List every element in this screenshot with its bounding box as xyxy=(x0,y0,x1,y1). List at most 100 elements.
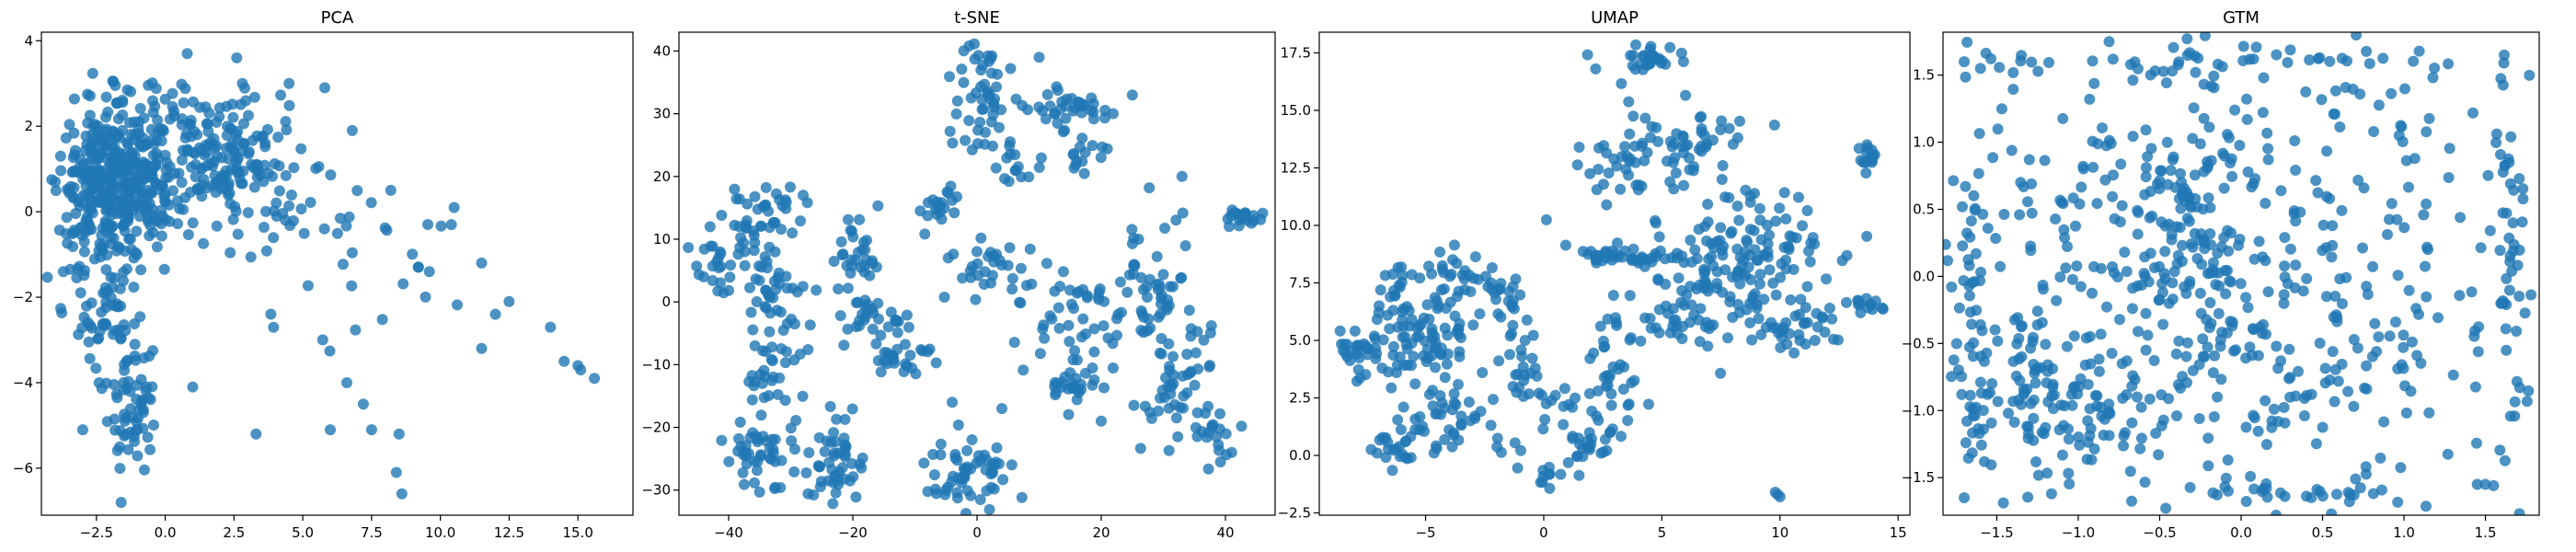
scatter-point xyxy=(1380,452,1392,464)
scatter-point xyxy=(2421,198,2432,210)
scatter-point xyxy=(1544,468,1556,480)
scatter-point xyxy=(2240,421,2252,433)
scatter-point xyxy=(1877,304,1889,315)
scatter-point xyxy=(302,280,314,292)
scatter-point xyxy=(119,415,131,427)
scatter-point xyxy=(918,457,930,469)
scatter-point xyxy=(2168,266,2180,278)
scatter-point xyxy=(1428,447,1440,459)
scatter-point xyxy=(1571,159,1583,171)
scatter-point xyxy=(1946,371,1958,383)
scatter-point xyxy=(1387,340,1399,352)
scatter-point xyxy=(2262,143,2274,155)
scatter-point xyxy=(1855,155,1867,167)
scatter-point xyxy=(970,293,982,305)
scatter-point xyxy=(2306,491,2317,503)
scatter-point xyxy=(2408,55,2420,67)
scatter-point xyxy=(811,284,822,296)
scatter-point xyxy=(420,291,431,303)
scatter-point xyxy=(1790,232,1802,244)
scatter-point xyxy=(2328,108,2340,120)
scatter-point xyxy=(1020,280,1032,292)
scatter-point xyxy=(1018,364,1029,376)
scatter-point xyxy=(1978,355,1990,367)
scatter-point xyxy=(1349,325,1361,337)
scatter-point xyxy=(57,266,69,278)
scatter-point xyxy=(2140,344,2152,356)
scatter-point xyxy=(1770,289,1782,301)
scatter-point xyxy=(1591,410,1603,422)
scatter-point xyxy=(846,403,858,415)
scatter-point xyxy=(2350,473,2362,485)
scatter-point xyxy=(2118,430,2130,442)
scatter-point xyxy=(75,287,86,299)
scatter-point xyxy=(1995,260,2007,272)
scatter-point xyxy=(2167,65,2179,77)
scatter-point xyxy=(2351,32,2363,40)
scatter-point xyxy=(1562,456,1574,468)
scatter-point xyxy=(1715,124,1727,135)
scatter-point xyxy=(2135,432,2147,444)
scatter-point xyxy=(2260,439,2272,451)
scatter-point xyxy=(787,282,799,294)
scatter-point xyxy=(397,278,409,290)
scatter-point xyxy=(1801,281,1813,293)
scatter-point xyxy=(1049,285,1061,297)
scatter-point xyxy=(272,132,284,144)
scatter-point xyxy=(1639,260,1650,272)
scatter-point xyxy=(2324,55,2336,67)
scatter-point xyxy=(985,277,996,289)
scatter-point xyxy=(2145,69,2156,81)
scatter-point xyxy=(683,242,695,254)
scatter-point xyxy=(940,484,952,496)
scatter-point xyxy=(751,296,763,307)
x-tick-label: 7.5 xyxy=(361,524,383,541)
scatter-point xyxy=(125,86,137,98)
scatter-point xyxy=(1163,338,1175,350)
scatter-point xyxy=(343,211,355,223)
scatter-point xyxy=(1694,111,1706,123)
scatter-point xyxy=(124,403,136,415)
scatter-point xyxy=(2187,241,2199,253)
scatter-point xyxy=(2258,72,2270,84)
scatter-point xyxy=(2272,362,2284,374)
scatter-point xyxy=(245,251,257,263)
scatter-point xyxy=(2012,312,2024,324)
scatter-point xyxy=(1159,223,1171,234)
scatter-point xyxy=(1990,233,2002,245)
scatter-point xyxy=(1652,135,1664,147)
scatter-point xyxy=(2142,151,2154,163)
scatter-point xyxy=(768,275,780,287)
scatter-point xyxy=(118,376,130,388)
scatter-point xyxy=(2031,319,2043,331)
scatter-point xyxy=(1570,392,1581,404)
scatter-point xyxy=(991,442,1003,454)
scatter-point xyxy=(951,492,963,504)
scatter-point xyxy=(888,353,900,365)
scatter-point xyxy=(2066,273,2078,285)
scatter-point xyxy=(2168,151,2179,163)
scatter-point xyxy=(2327,220,2339,232)
scatter-point xyxy=(768,217,779,229)
scatter-point xyxy=(1078,167,1090,179)
scatter-point xyxy=(2289,135,2301,146)
scatter-point xyxy=(1236,420,1248,432)
scatter-point xyxy=(1605,388,1617,400)
scatter-point xyxy=(1392,261,1404,273)
scatter-point xyxy=(2023,154,2035,166)
scatter-point xyxy=(1340,347,1351,359)
scatter-point xyxy=(2131,391,2143,403)
scatter-point xyxy=(983,503,995,515)
panel-title: UMAP xyxy=(1591,8,1639,28)
scatter-point xyxy=(2140,171,2152,183)
scatter-point xyxy=(1994,62,2006,74)
scatter-point xyxy=(275,89,287,101)
scatter-point xyxy=(828,427,839,439)
scatter-point xyxy=(189,126,201,137)
scatter-point xyxy=(2193,413,2205,424)
scatter-point xyxy=(1190,421,1202,433)
scatter-point xyxy=(1774,202,1786,214)
scatter-point xyxy=(2240,292,2252,304)
scatter-point xyxy=(1624,128,1636,140)
scatter-point xyxy=(740,447,752,458)
